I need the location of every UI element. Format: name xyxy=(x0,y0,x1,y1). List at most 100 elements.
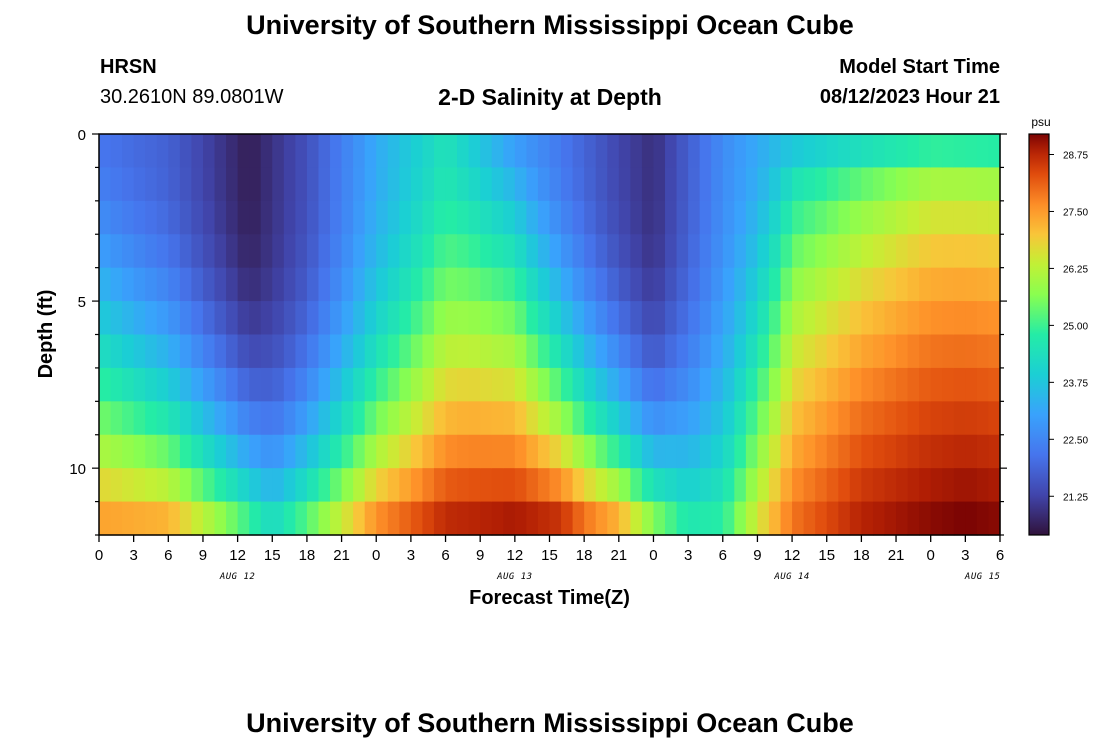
heatmap-cell xyxy=(526,134,539,169)
heatmap-cell xyxy=(665,367,678,402)
heatmap-cell xyxy=(306,267,320,302)
x-tick-label: 21 xyxy=(888,547,905,564)
heatmap-cell xyxy=(595,167,608,202)
heatmap-cell xyxy=(953,134,966,169)
heatmap-cell xyxy=(607,468,620,503)
heatmap-cell xyxy=(907,234,920,269)
heatmap-cell xyxy=(688,301,701,336)
heatmap-cell xyxy=(965,367,978,402)
heatmap-cell xyxy=(688,501,701,536)
heatmap-cell xyxy=(376,401,389,436)
heatmap-cell xyxy=(537,468,551,503)
heatmap-cell xyxy=(734,468,747,503)
heatmap-cell xyxy=(480,401,493,436)
heatmap-cell xyxy=(283,301,296,336)
heatmap-cell xyxy=(191,134,204,169)
heatmap-cell xyxy=(896,501,909,536)
colorbar-ticks: 28.75 27.50 26.25 25.00 23.75 22.50 21.25 xyxy=(1049,151,1088,503)
heatmap-cell xyxy=(122,468,135,503)
heatmap-cell xyxy=(561,234,574,269)
heatmap-cell xyxy=(988,334,1001,369)
heatmap-cell xyxy=(422,267,435,302)
heatmap-cell xyxy=(526,301,539,336)
heatmap-cell xyxy=(318,134,331,169)
heatmap-cell xyxy=(688,401,701,436)
colorbar-tick-label: 25.00 xyxy=(1063,321,1088,332)
heatmap-cell xyxy=(122,200,135,235)
heatmap-cell xyxy=(722,468,735,503)
heatmap-cell xyxy=(283,401,296,436)
heatmap-cell xyxy=(457,334,470,369)
heatmap-cell xyxy=(872,200,886,235)
y-tick-label: 10 xyxy=(69,461,86,478)
heatmap-cell xyxy=(191,267,204,302)
heatmap-cell xyxy=(168,134,181,169)
heatmap-cell xyxy=(665,334,678,369)
heatmap-cell xyxy=(422,367,435,402)
heatmap-cell xyxy=(237,501,250,536)
heatmap-cell xyxy=(861,200,874,235)
heatmap-cell xyxy=(872,367,886,402)
heatmap-cell xyxy=(711,234,724,269)
heatmap-cell xyxy=(653,367,666,402)
heatmap-cell xyxy=(272,367,285,402)
heatmap-cell xyxy=(503,301,516,336)
heatmap-cell xyxy=(711,434,724,469)
heatmap-cell xyxy=(792,234,805,269)
heatmap-cell xyxy=(757,267,770,302)
heatmap-cell xyxy=(202,134,216,169)
heatmap-cell xyxy=(457,367,470,402)
heatmap-cell xyxy=(480,468,493,503)
heatmap-cell xyxy=(306,401,320,436)
heatmap-cell xyxy=(942,167,955,202)
heatmap-cell xyxy=(896,434,909,469)
heatmap-cell xyxy=(318,501,331,536)
heatmap-cell xyxy=(202,334,216,369)
heatmap-cell xyxy=(953,468,966,503)
heatmap-cell xyxy=(699,134,712,169)
heatmap-cell xyxy=(526,234,539,269)
heatmap-cell xyxy=(214,401,227,436)
heatmap-cell xyxy=(699,501,712,536)
heatmap-cell xyxy=(607,200,620,235)
heatmap-cell xyxy=(930,301,943,336)
heatmap-cell xyxy=(896,234,909,269)
heatmap-cell xyxy=(283,434,296,469)
heatmap-cell xyxy=(884,167,897,202)
heatmap-cell xyxy=(410,501,424,536)
heatmap-cell xyxy=(607,501,620,536)
heatmap-cell xyxy=(283,200,296,235)
heatmap-cell xyxy=(283,468,296,503)
heatmap-cell xyxy=(618,468,631,503)
heatmap-cell xyxy=(122,167,135,202)
heatmap-cell xyxy=(191,167,204,202)
heatmap-cell xyxy=(630,167,643,202)
heatmap-cell xyxy=(110,401,123,436)
heatmap-cell xyxy=(618,367,631,402)
heatmap-cell xyxy=(249,200,262,235)
heatmap-cell xyxy=(953,501,966,536)
heatmap-cell xyxy=(457,401,470,436)
heatmap-cell xyxy=(341,267,354,302)
heatmap-cell xyxy=(260,401,273,436)
heatmap-cell xyxy=(965,334,978,369)
heatmap-cell xyxy=(607,334,620,369)
heatmap-cell xyxy=(549,200,562,235)
heatmap-cell xyxy=(572,367,585,402)
heatmap-cell xyxy=(826,167,839,202)
heatmap-cell xyxy=(803,200,816,235)
heatmap-cell xyxy=(237,468,250,503)
heatmap-cell xyxy=(757,334,770,369)
heatmap-cell xyxy=(734,501,747,536)
heatmap-cell xyxy=(376,267,389,302)
heatmap-cell xyxy=(526,267,539,302)
heatmap-cell xyxy=(156,134,169,169)
heatmap-cell xyxy=(745,167,759,202)
heatmap-cell xyxy=(445,234,458,269)
heatmap-cell xyxy=(364,434,377,469)
heatmap-cell xyxy=(549,167,562,202)
heatmap-cell xyxy=(861,367,874,402)
heatmap-cell xyxy=(641,501,655,536)
heatmap-cell xyxy=(665,401,678,436)
heatmap-cell xyxy=(145,267,158,302)
